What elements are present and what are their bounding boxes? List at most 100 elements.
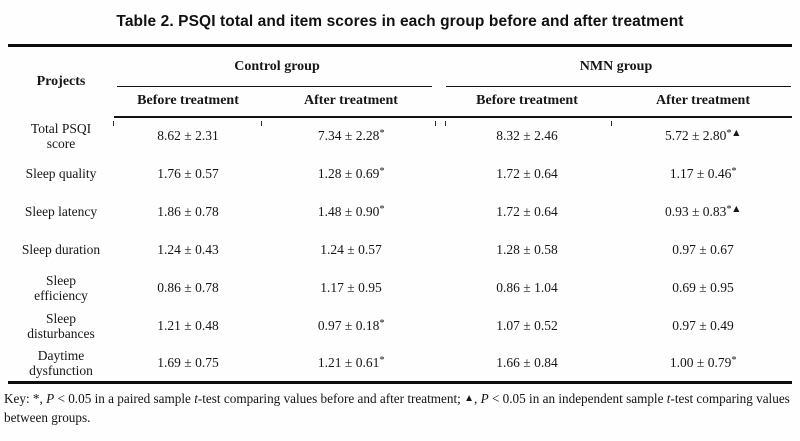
significance-marker: * [379,203,385,215]
table-key: Key: *, P < 0.05 in a paired sample t-te… [4,390,796,427]
score-cell: 1.72 ± 0.64 [440,193,614,231]
row-label: Total PSQI score [30,120,92,151]
score-cell: 1.24 ± 0.43 [114,231,262,269]
significance-marker: * [379,128,385,139]
score-cell: 0.93 ± 0.83*▲ [614,193,792,231]
table-caption: Table 2. PSQI total and item scores in e… [116,13,684,30]
score-value: 1.66 ± 0.84 [496,354,558,370]
score-cell: 1.76 ± 0.57 [114,155,262,193]
significance-marker: *▲ [726,203,742,215]
column-divider-tick [261,121,262,126]
key-p-symbol: P [46,391,55,406]
score-value: 0.97 ± 0.49 [672,317,734,333]
row-label: Sleep efficiency [34,272,88,303]
score-cell: 1.28 ± 0.58 [440,231,614,269]
nmn-group-header: NMN group [440,46,792,87]
group-header-row: Projects Control group NMN group [8,46,792,89]
score-cell: 1.69 ± 0.75 [114,345,262,383]
row-label: Sleep latency [24,204,98,219]
score-cell: 1.72 ± 0.64 [440,155,614,193]
score-cell: 1.48 ± 0.90* [262,193,440,231]
table-row-sleep-efficiency: Sleep efficiency 0.86 ± 0.78 1.17 ± 0.95… [8,269,792,307]
nmn-group-underline [446,85,792,87]
score-cell: 0.97 ± 0.67 [614,231,792,269]
score-cell: 1.07 ± 0.52 [440,307,614,345]
score-cell: 1.17 ± 0.95 [262,269,440,307]
table-row-sleep-latency: Sleep latency 1.86 ± 0.78 1.48 ± 0.90* 1… [8,193,792,231]
key-text: < 0.05 in a paired sample [54,391,195,406]
score-cell: 1.17 ± 0.46* [614,155,792,193]
control-after-header: After treatment [262,86,441,118]
column-divider-tick [611,121,612,126]
score-cell: 0.86 ± 0.78 [114,269,262,307]
score-cell: 1.21 ± 0.48 [114,307,262,345]
table-row-total-psqi-score: Total PSQI score 8.62 ± 2.31 7.34 ± 2.28… [8,117,792,155]
score-value: 1.28 ± 0.69 [317,165,380,181]
row-label: Daytime dysfunction [29,347,93,378]
score-value: 1.72 ± 0.64 [496,165,558,181]
control-before-header: Before treatment [114,86,262,118]
key-triangle-symbol: ▲ [464,393,474,404]
score-value: 0.86 ± 0.78 [157,279,219,295]
significance-marker: * [731,354,737,366]
score-value: 0.93 ± 0.83 [664,203,727,219]
score-cell: 1.66 ± 0.84 [440,345,614,383]
nmn-before-header: Before treatment [440,86,615,118]
score-cell: 5.72 ± 2.80*▲ [614,117,792,155]
column-divider-tick [113,121,114,126]
key-text: Key: *, [4,391,47,406]
table-row-sleep-disturbances: Sleep disturbances 1.21 ± 0.48 0.97 ± 0.… [8,307,792,345]
score-cell: 0.86 ± 1.04 [440,269,614,307]
significance-marker: * [731,165,737,177]
score-value: 1.24 ± 0.43 [157,241,219,257]
score-cell: 8.62 ± 2.31 [114,117,262,155]
score-value: 1.21 ± 0.61 [317,354,380,370]
row-label: Sleep quality [25,166,97,181]
score-value: 1.17 ± 0.46 [669,165,732,181]
control-group-label: Control group [234,58,320,74]
key-text: < 0.05 in an independent sample [488,391,667,406]
key-text: -test comparing values before and after … [197,391,465,406]
score-cell: 0.97 ± 0.18* [262,307,440,345]
score-value: 0.86 ± 1.04 [496,279,558,295]
nmn-group-label: NMN group [579,58,653,74]
key-text: -test comparing values between groups. [4,391,790,425]
score-value: 1.21 ± 0.48 [157,317,219,333]
score-cell: 8.32 ± 2.46 [440,117,614,155]
key-t-symbol: t [666,391,671,406]
table-row-sleep-duration: Sleep duration 1.24 ± 0.43 1.24 ± 0.57 1… [8,231,792,269]
score-cell: 7.34 ± 2.28* [262,117,440,155]
score-cell: 1.00 ± 0.79* [614,345,792,383]
score-value: 1.00 ± 0.79 [669,354,732,370]
key-t-symbol: t [194,391,198,406]
score-value: 0.97 ± 0.18 [317,317,380,333]
significance-marker: * [379,165,385,177]
score-value: 8.32 ± 2.46 [496,128,558,143]
control-group-underline [117,85,433,87]
projects-header: Projects [36,73,86,89]
table-container: Projects Control group NMN group Before … [8,44,793,384]
score-cell: 1.21 ± 0.61* [262,345,440,383]
score-value: 0.97 ± 0.67 [672,241,734,257]
score-value: 1.72 ± 0.64 [496,203,558,219]
key-p-symbol: P [480,391,489,406]
significance-marker: * [379,317,385,329]
significance-marker: * [379,354,385,366]
score-value: 0.69 ± 0.95 [672,279,734,295]
column-header-row: Before treatment After treatment Before … [8,86,793,118]
score-value: 1.24 ± 0.57 [320,241,382,257]
score-cell: 1.86 ± 0.78 [114,193,262,231]
score-cell: 0.69 ± 0.95 [614,269,792,307]
significance-marker: *▲ [726,128,742,139]
score-value: 1.28 ± 0.58 [496,241,558,257]
score-value: 8.62 ± 2.31 [157,128,219,143]
row-label: Sleep duration [21,242,101,257]
column-divider-tick [445,121,446,126]
row-label: Sleep disturbances [27,310,95,341]
control-group-header: Control group [114,46,440,87]
psqi-table: Projects Control group NMN group Before … [8,44,793,384]
column-divider-tick [435,121,436,126]
score-value: 5.72 ± 2.80 [664,128,727,143]
score-value: 1.48 ± 0.90 [317,203,380,219]
